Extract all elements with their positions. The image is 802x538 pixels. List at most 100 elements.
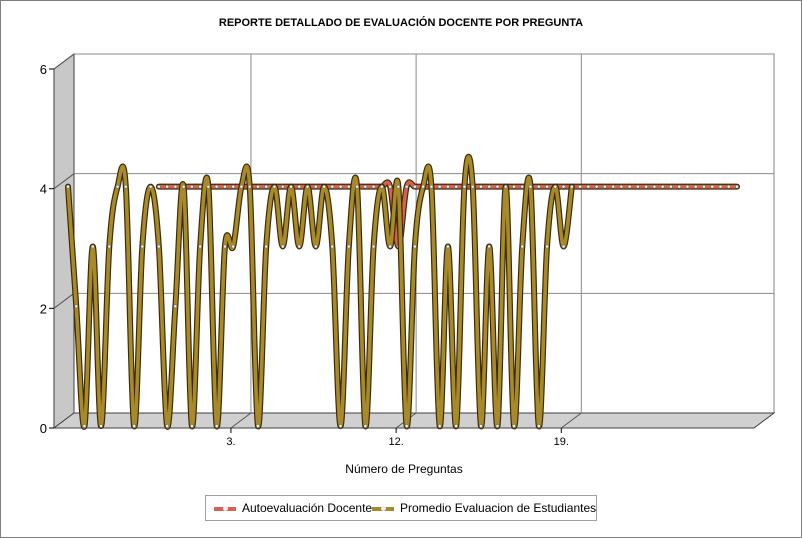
series-point	[313, 184, 318, 189]
series-point	[644, 184, 648, 189]
series-0	[155, 179, 740, 250]
series-point	[181, 184, 186, 189]
series-point	[280, 244, 285, 249]
series-point	[231, 184, 236, 189]
series-point	[536, 184, 541, 189]
series-point	[165, 424, 169, 428]
series-point	[388, 184, 392, 189]
series-point	[173, 184, 178, 189]
series-point	[487, 244, 492, 249]
x-tick-label: 12.	[388, 436, 403, 448]
series-point	[512, 184, 516, 189]
series-point	[190, 184, 194, 189]
series-point	[107, 244, 112, 249]
series-point	[297, 244, 302, 249]
legend: Autoevaluación Docente Promedio Evaluaci…	[205, 495, 597, 521]
series-point	[396, 184, 401, 189]
series-point	[264, 184, 269, 189]
series-point	[586, 184, 591, 189]
series-point	[735, 184, 739, 189]
series-point	[569, 184, 574, 189]
series-point	[256, 424, 260, 428]
series-point	[206, 184, 211, 189]
series-point	[123, 184, 128, 189]
series-point	[710, 184, 715, 189]
legend-label-promedio: Promedio Evaluacion de Estudiantes	[400, 501, 597, 515]
series-point	[693, 184, 698, 189]
series-point	[346, 244, 351, 249]
floor	[52, 412, 776, 429]
legend-label-autoevaluacion: Autoevaluación Docente	[242, 501, 373, 515]
series-point	[214, 184, 219, 189]
series-point	[157, 184, 161, 189]
series-point	[718, 184, 723, 189]
series-1	[65, 153, 575, 430]
series-point	[264, 244, 269, 249]
series-point	[157, 244, 161, 249]
series-point	[330, 184, 335, 189]
side-gridline-y	[53, 53, 75, 70]
series-point	[578, 184, 582, 189]
series-point	[99, 424, 103, 428]
series-point	[536, 424, 541, 428]
series-point	[669, 184, 673, 189]
series-point	[256, 184, 260, 189]
series-point	[239, 184, 244, 189]
series-point	[611, 184, 615, 189]
series-point	[421, 184, 425, 189]
series-point	[231, 244, 236, 249]
side-gridline-y	[53, 173, 75, 190]
series-point	[165, 184, 169, 189]
x-tick-label: 19.	[554, 436, 569, 448]
series-point	[603, 184, 607, 189]
series-point	[90, 244, 95, 249]
series-point	[388, 244, 392, 249]
series-point	[132, 424, 136, 428]
series-point	[198, 244, 202, 249]
series-point	[495, 184, 500, 189]
series-point	[82, 424, 87, 428]
series-point	[173, 304, 178, 309]
series-point	[702, 184, 706, 189]
series-point	[520, 184, 525, 189]
series-point	[495, 424, 500, 428]
series-point	[512, 424, 516, 428]
series-point	[272, 184, 277, 189]
legend-dot-autoevaluacion	[223, 506, 228, 511]
series-point	[363, 184, 368, 189]
axes: 0 2 4 6 3. 12. 19.	[40, 62, 569, 448]
series-point	[322, 184, 326, 189]
series-point	[371, 244, 376, 249]
series-point	[223, 244, 227, 249]
series-point	[437, 424, 442, 428]
series-point	[297, 184, 302, 189]
series-point	[380, 184, 384, 189]
legend-dot-promedio	[381, 506, 386, 511]
series-point	[346, 184, 351, 189]
floor-gridline-x	[560, 412, 582, 429]
series-point	[140, 244, 145, 249]
series-point	[371, 184, 376, 189]
series-point	[677, 184, 682, 189]
series-point	[198, 184, 202, 189]
series-point	[429, 184, 434, 189]
series-point	[479, 184, 483, 189]
series-point	[338, 184, 343, 189]
series-point	[437, 184, 442, 189]
series-point	[726, 184, 731, 189]
series-point	[619, 184, 624, 189]
series-point	[247, 184, 252, 189]
chart-title: REPORTE DETALLADO DE EVALUACIÓN DOCENTE …	[219, 16, 583, 29]
series-point	[561, 244, 566, 249]
series-point	[313, 244, 318, 249]
series-point	[594, 184, 599, 189]
y-tick-label: 6	[40, 62, 47, 77]
series-layer	[65, 153, 740, 430]
series-point	[627, 184, 632, 189]
series-point	[660, 184, 665, 189]
series-point	[214, 424, 219, 428]
series-point	[148, 184, 153, 189]
side-gridline-y	[53, 292, 75, 309]
y-tick-label: 0	[40, 421, 47, 436]
series-point	[305, 184, 310, 189]
